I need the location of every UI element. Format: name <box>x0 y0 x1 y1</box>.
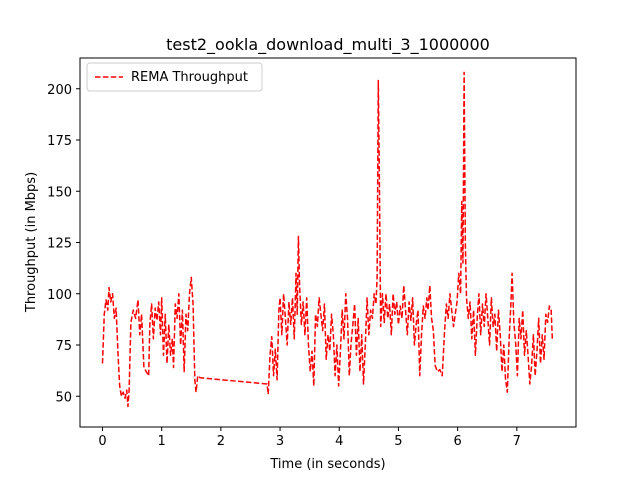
x-tick-label: 1 <box>158 434 166 449</box>
x-tick-label: 4 <box>335 434 343 449</box>
legend-label: REMA Throughput <box>131 70 248 85</box>
x-tick-label: 2 <box>217 434 225 449</box>
x-tick-label: 3 <box>276 434 284 449</box>
x-tick-label: 6 <box>453 434 461 449</box>
y-tick-label: 175 <box>47 134 72 149</box>
series-line-0 <box>101 71 554 408</box>
y-tick-label: 200 <box>47 83 72 98</box>
plot-area <box>80 58 576 427</box>
y-tick-label: 100 <box>47 288 72 303</box>
y-axis-label: Throughput (in Mbps) <box>24 172 39 313</box>
legend: REMA Throughput <box>86 62 263 92</box>
x-tick-label: 7 <box>513 434 521 449</box>
x-tick-label: 5 <box>394 434 402 449</box>
x-axis-label: Time (in seconds) <box>269 457 385 472</box>
y-tick-label: 150 <box>47 185 72 200</box>
x-axis: 0 1 2 3 4 5 6 7 <box>98 427 521 449</box>
y-tick-label: 125 <box>47 237 72 252</box>
x-tick-label: 0 <box>98 434 106 449</box>
y-tick-label: 50 <box>55 390 72 405</box>
series-layer <box>101 71 554 408</box>
y-tick-label: 75 <box>55 339 72 354</box>
legend-box <box>86 62 263 92</box>
y-axis: 50 75 100 125 150 175 200 <box>47 83 80 405</box>
chart-title: test2_ookla_download_multi_3_1000000 <box>166 35 490 55</box>
